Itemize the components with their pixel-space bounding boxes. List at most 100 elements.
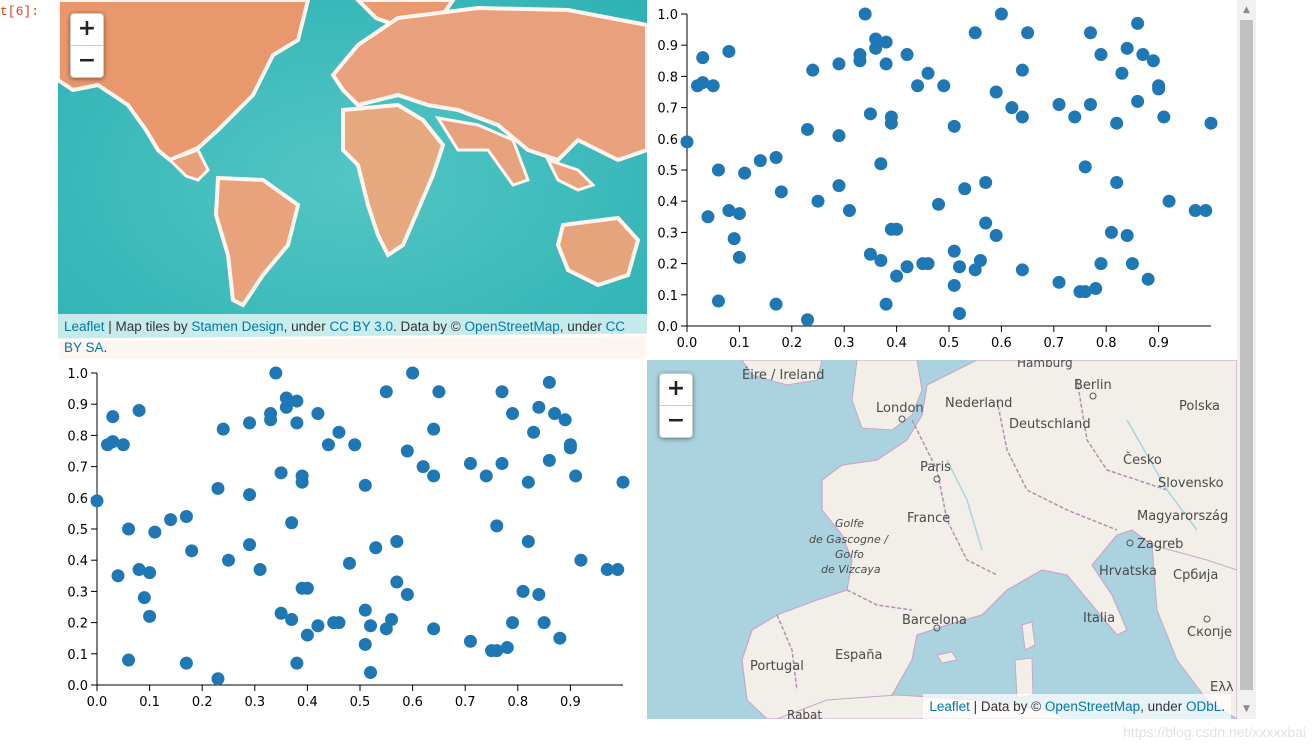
data-point xyxy=(311,407,325,421)
y-tick-label: 0.8 xyxy=(657,70,678,85)
data-point xyxy=(1157,110,1171,124)
data-point xyxy=(1005,101,1019,115)
cc-by-link[interactable]: CC BY 3.0 xyxy=(329,319,393,334)
scroll-thumb[interactable] xyxy=(1240,20,1253,690)
data-point xyxy=(300,581,314,595)
data-point xyxy=(332,425,346,439)
y-tick: 0.3 xyxy=(657,226,687,241)
y-tick: 0.0 xyxy=(67,679,97,694)
data-point xyxy=(106,410,120,424)
scatter-plot-2: 0.0 0.1 0.2 0.3 0.4 0.5 0.6 0.7 0.8 0.9 1.0 0.0 0.1 0… xyxy=(58,362,647,719)
data-point xyxy=(379,385,393,399)
watermark: https://blog.csdn.net/xxxxxbai xyxy=(1123,724,1306,740)
y-tick: 0.3 xyxy=(67,585,97,600)
data-point xyxy=(890,269,904,283)
data-point xyxy=(243,416,257,430)
y-tick: 0.8 xyxy=(67,429,97,444)
zoom-out-button[interactable]: − xyxy=(666,408,686,433)
data-point xyxy=(427,622,441,636)
scroll-down-arrow-icon[interactable]: ▼ xyxy=(1243,704,1250,714)
scatter-plot-1-svg: 0.0 0.1 0.2 0.3 0.4 0.5 0.6 0.7 0.8 0.9 1.0 0.0 0.1 0… xyxy=(657,7,1218,351)
x-tick: 0.2 xyxy=(781,326,802,351)
x-tick-label: 0.9 xyxy=(560,695,581,710)
data-point xyxy=(611,563,625,577)
y-tick-label: 0.5 xyxy=(657,164,678,179)
data-point xyxy=(1104,225,1118,239)
leaflet-link[interactable]: Leaflet xyxy=(929,699,970,714)
data-point xyxy=(400,444,414,458)
x-tick-label: 0.4 xyxy=(886,336,907,351)
x-tick: 0.1 xyxy=(729,326,750,351)
x-tick: 0.7 xyxy=(455,685,476,710)
data-point xyxy=(616,475,630,489)
data-point xyxy=(1083,97,1097,111)
data-point xyxy=(696,51,710,65)
data-point xyxy=(937,79,951,93)
x-tick: 0.4 xyxy=(886,326,907,351)
data-point xyxy=(989,229,1003,243)
openstreetmap-link[interactable]: OpenStreetMap xyxy=(1044,699,1141,714)
data-point xyxy=(143,566,157,580)
attribution-text: . xyxy=(103,340,108,355)
x-tick-label: 0.6 xyxy=(402,695,423,710)
openstreetmap-link[interactable]: OpenStreetMap xyxy=(464,319,560,334)
x-tick: 0.9 xyxy=(560,685,581,710)
data-point xyxy=(832,129,846,143)
data-point xyxy=(521,534,535,548)
map-label-golfe: Golfe xyxy=(835,517,864,530)
zoom-in-button[interactable]: + xyxy=(660,374,692,406)
y-tick-label: 0.6 xyxy=(67,492,88,507)
stamen-design-link[interactable]: Stamen Design xyxy=(191,319,284,334)
zoom-in-button[interactable]: + xyxy=(71,14,103,46)
data-point xyxy=(432,385,446,399)
map1-attribution: Leaflet | Map tiles by Stamen Design, un… xyxy=(58,314,647,360)
data-point xyxy=(732,250,746,264)
data-point xyxy=(122,653,136,667)
leaflet-link[interactable]: Leaflet xyxy=(64,319,105,334)
x-tick: 0.6 xyxy=(402,685,423,710)
data-point xyxy=(1094,257,1108,271)
y-tick: 1.0 xyxy=(67,367,97,382)
data-point xyxy=(753,154,767,168)
data-point xyxy=(1131,94,1145,108)
data-point xyxy=(500,641,514,655)
cc-by-sa-link[interactable]: CC BY SA xyxy=(64,319,626,355)
data-point xyxy=(832,179,846,193)
data-point xyxy=(532,588,546,602)
europe-map[interactable]: Hamburg Éire / Ireland Berlin London Ned… xyxy=(647,360,1237,719)
data-point xyxy=(869,41,883,55)
map-label-srbija: Србија xyxy=(1173,568,1218,583)
data-point xyxy=(994,7,1008,21)
odbl-link[interactable]: ODbL xyxy=(1185,699,1222,714)
data-point xyxy=(479,469,493,483)
data-point xyxy=(884,116,898,130)
data-point xyxy=(463,634,477,648)
vertical-scrollbar[interactable]: ▲ ▼ xyxy=(1237,0,1256,719)
data-point xyxy=(1083,26,1097,40)
data-point xyxy=(548,407,562,421)
world-map[interactable]: + − Leaflet | Map tiles by Stamen Design… xyxy=(58,0,647,360)
map-label-gascogne: de Gascogne / xyxy=(809,533,889,546)
zoom-out-button[interactable]: − xyxy=(77,48,97,73)
scroll-up-arrow-icon[interactable]: ▲ xyxy=(1243,5,1250,15)
x-tick-label: 0.6 xyxy=(991,336,1012,351)
data-point xyxy=(132,403,146,417)
x-tick: 0.0 xyxy=(87,685,107,710)
scatter-plot-2-svg: 0.0 0.1 0.2 0.3 0.4 0.5 0.6 0.7 0.8 0.9 1.0 0.0 0.1 0… xyxy=(67,366,630,710)
y-tick-label: 0.6 xyxy=(657,133,678,148)
data-point xyxy=(600,563,614,577)
data-point xyxy=(285,516,299,530)
x-tick-label: 0.1 xyxy=(729,336,750,351)
data-point xyxy=(553,631,567,645)
data-point xyxy=(574,553,588,567)
data-point xyxy=(1125,257,1139,271)
x-tick: 0.4 xyxy=(297,685,318,710)
map2-zoom-control: + − xyxy=(659,373,693,438)
data-point xyxy=(947,244,961,258)
data-point xyxy=(116,438,130,452)
data-point xyxy=(1078,285,1092,299)
x-tick: 0.1 xyxy=(139,685,160,710)
x-tick-label: 0.5 xyxy=(939,336,960,351)
y-tick-label: 1.0 xyxy=(657,8,678,23)
attribution-text: | Map tiles by xyxy=(104,319,192,334)
